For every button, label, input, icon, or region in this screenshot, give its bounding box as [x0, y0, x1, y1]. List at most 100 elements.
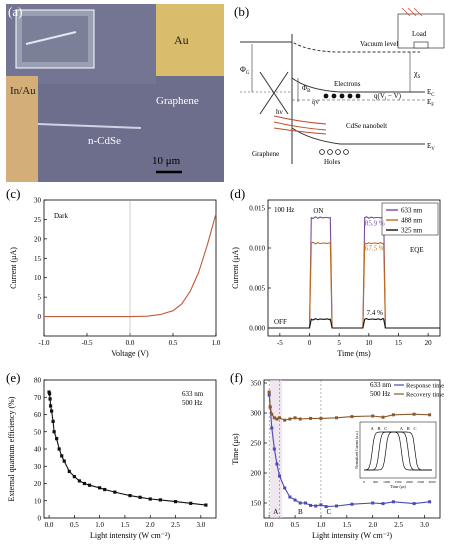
data-point	[309, 416, 313, 420]
x-tick-label: 2.5	[394, 521, 403, 529]
data-point	[319, 416, 323, 420]
data-point	[428, 500, 432, 504]
chart-c: (c) -1.0 -0.5 0.0 0.5 1.0 0 5 10 15 20 25 30 Voltage …	[6, 186, 221, 358]
data-point	[72, 475, 76, 479]
data-point	[334, 416, 338, 420]
inset-x-tick-label: 2500	[417, 480, 424, 484]
data-point	[67, 469, 71, 474]
data-point	[158, 498, 162, 502]
off-annotation: OFF	[274, 318, 287, 326]
y-tick-label: 0	[38, 515, 42, 523]
x-tick-label: 20	[425, 339, 433, 347]
x-tick-label: -0.5	[81, 339, 93, 347]
y-tick-label: 0.015	[249, 205, 265, 213]
data-point	[51, 419, 55, 423]
inset-peak-label: C	[413, 426, 416, 431]
inset-x-tick-label: 1000	[383, 480, 390, 484]
legend-label: Recovery time	[406, 392, 444, 399]
y-axis-label: Current (μA)	[9, 247, 18, 289]
inset-x-tick-label: 500	[373, 480, 379, 484]
graphene-label: Graphene	[156, 95, 199, 107]
panel-b: (b) Vacuum level ΦG ΦB χS Electrons qV q…	[230, 4, 448, 182]
x-axis-label: Light intensity (W cm⁻²)	[312, 531, 392, 540]
data-point	[412, 412, 416, 416]
data-point	[189, 501, 193, 505]
y-tick-label: 0.000	[249, 325, 265, 333]
data-point	[62, 459, 66, 463]
panel-c: (c) -1.0 -0.5 0.0 0.5 1.0 0 5 10 15 20 25 30 Voltage …	[4, 186, 226, 366]
data-point	[350, 502, 354, 506]
x-tick-label: 1.5	[342, 521, 351, 529]
y-tick-label: 10	[34, 497, 42, 505]
vacuum-level-right	[291, 34, 420, 53]
micrograph: (a) Au In/Au Graphene n-CdSe 10 μm	[6, 4, 224, 182]
x-tick-label: -5	[277, 339, 283, 347]
y-tick-label: 300	[251, 410, 262, 418]
data-point	[138, 495, 142, 499]
data-point	[278, 474, 282, 478]
data-point	[288, 417, 292, 421]
nanobelt-wire	[37, 123, 142, 129]
inset-x-tick-label: 0	[363, 480, 365, 484]
y-tick-label: 20	[34, 480, 42, 488]
y-tick-label: 200	[251, 470, 262, 478]
pct-label: 85.9 %	[365, 220, 385, 228]
electrons-label: Electrons	[334, 80, 361, 88]
x-tick-label: 5	[337, 339, 341, 347]
data-point	[60, 454, 64, 458]
legend-label: Response time	[406, 383, 444, 390]
au-pad	[156, 4, 224, 76]
inset-x-tick-label: 2000	[406, 480, 413, 484]
holes-label: Holes	[324, 158, 341, 166]
data-point	[113, 490, 117, 494]
chart-f: (f) 0.0 0.5 1.0 1.5 2.0 2.5 3.0 150 200 250 300 350 L…	[230, 370, 444, 540]
data-point	[391, 500, 395, 504]
data-point	[47, 392, 52, 396]
x-tick-label: 0.5	[169, 339, 178, 347]
plot-frame	[263, 379, 441, 519]
data-point	[324, 505, 328, 509]
x-tick-label: 3.0	[420, 521, 429, 529]
data-point	[87, 483, 92, 487]
data-point	[148, 497, 152, 501]
inset-peak-label: A	[371, 426, 375, 431]
panel-label: (e)	[6, 370, 20, 385]
data-point	[303, 501, 307, 505]
data-point	[381, 415, 385, 419]
wavelength-annotation: 633 nm	[370, 381, 392, 389]
x-tick-label: 0.0	[45, 521, 54, 529]
x-tick-label: 3.0	[196, 521, 205, 529]
inset-peak-label: B	[407, 426, 410, 431]
data-point	[371, 414, 375, 418]
x-tick-label: 0.0	[126, 339, 135, 347]
load-circuit	[397, 7, 445, 49]
qv-label: qV	[312, 100, 320, 106]
x-tick-label: 2.0	[146, 521, 155, 529]
pct-label: 67.5 %	[365, 244, 385, 252]
x-axis-label: Voltage (V)	[111, 349, 149, 358]
y-tick-label: 350	[251, 380, 262, 388]
data-point	[288, 495, 292, 499]
y-tick-label: 60	[34, 411, 42, 419]
x-tick-label: 1.0	[212, 339, 221, 347]
highlight-band	[270, 380, 283, 518]
x-tick-label: 1.0	[95, 521, 104, 529]
x-tick-label: 15	[395, 339, 403, 347]
data-point	[272, 416, 276, 420]
data-point	[381, 502, 385, 506]
data-point	[428, 413, 432, 417]
legend-label: 325 nm	[401, 227, 423, 235]
ncdse-label: n-CdSe	[88, 135, 121, 147]
data-point	[275, 417, 279, 421]
freq-annotation: 500 Hz	[182, 399, 202, 407]
ec-label: EC	[427, 88, 435, 98]
data-point	[57, 447, 61, 451]
data-point	[272, 447, 276, 451]
nanobelt-label: CdSe nanobelt	[346, 122, 387, 130]
x-tick-label: 0	[308, 339, 312, 347]
graphene-cone-2	[259, 71, 289, 115]
time-curve	[268, 394, 430, 508]
x-tick-label: 1.5	[121, 521, 130, 529]
y-axis-label: Current (μA)	[231, 247, 240, 289]
data-point	[334, 504, 338, 508]
